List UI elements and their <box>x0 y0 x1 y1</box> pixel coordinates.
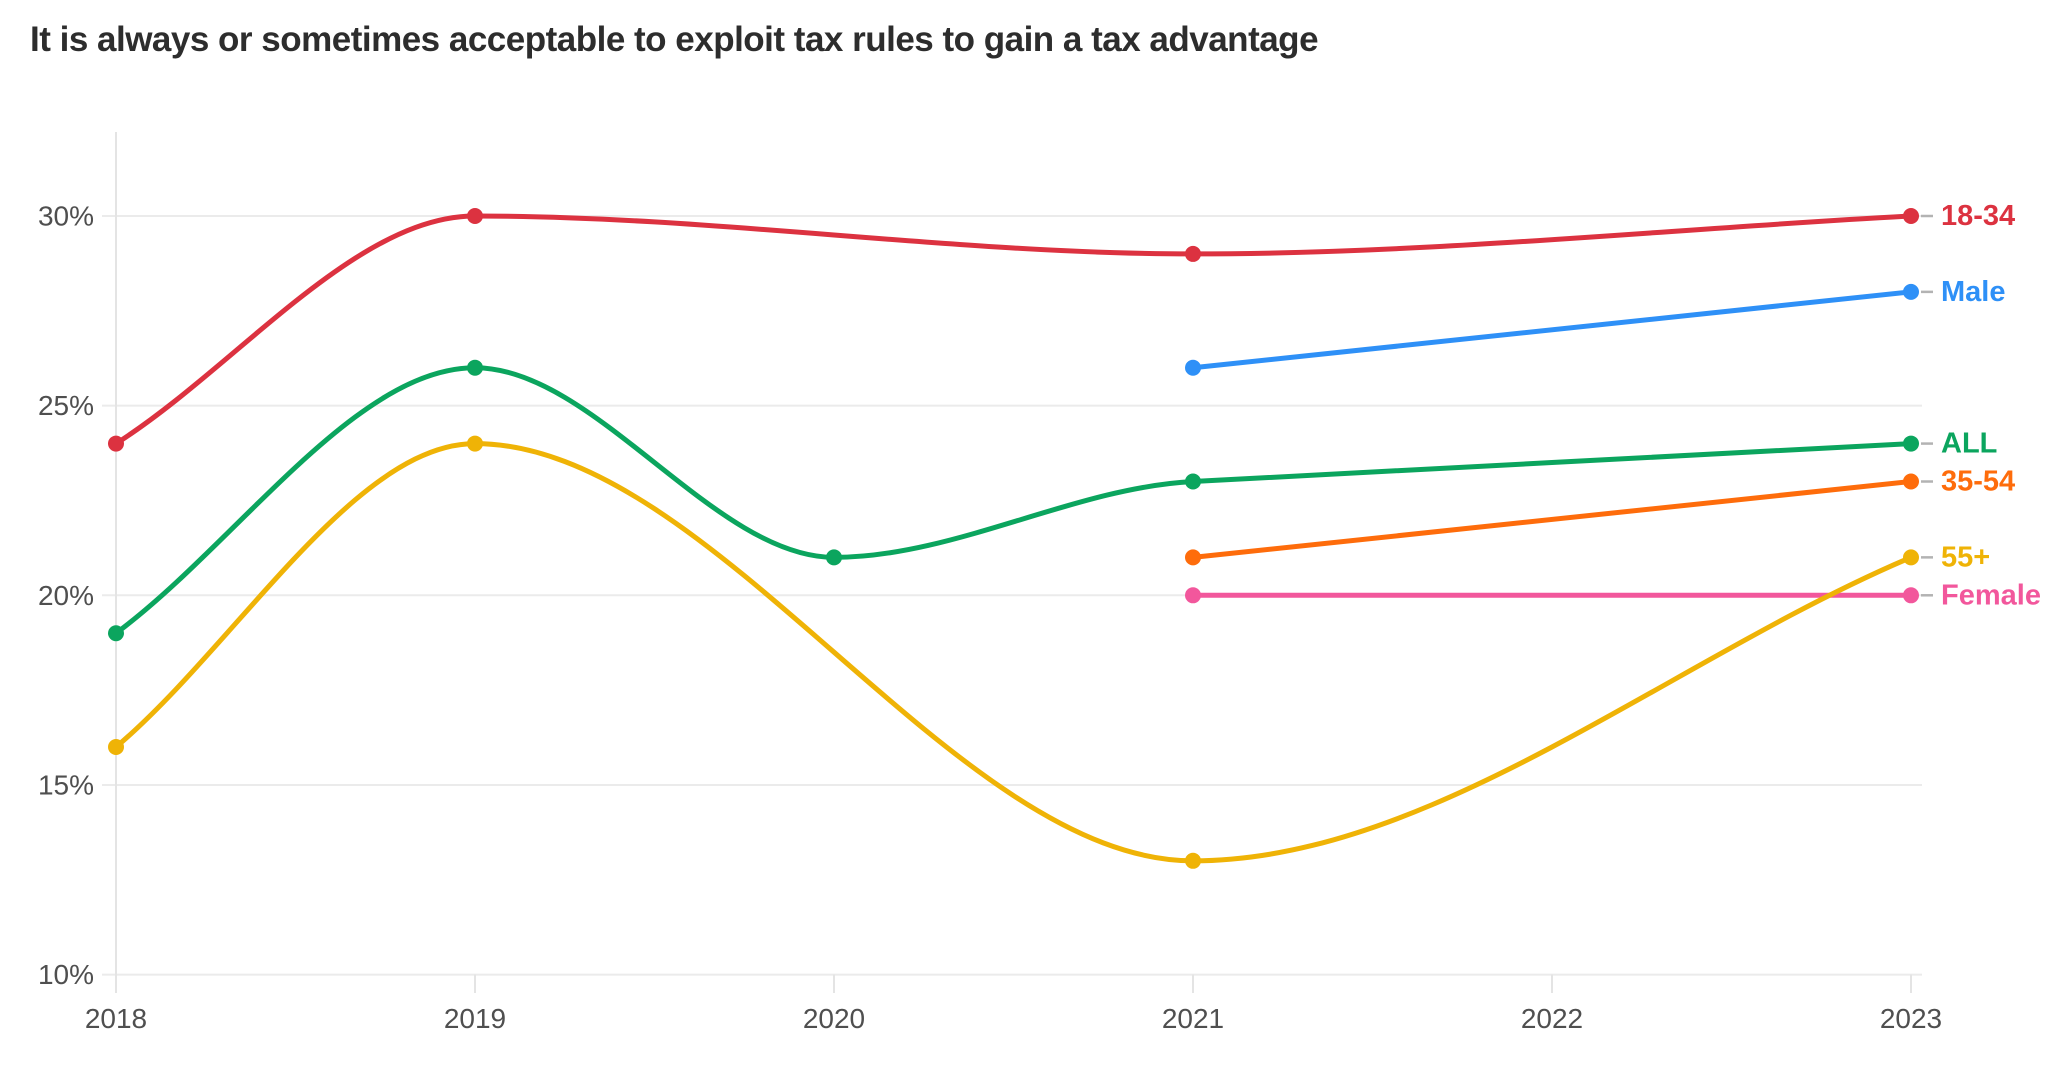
y-tick-label-15: 15% <box>38 769 94 800</box>
series-end-label-Female: Female <box>1941 579 2041 611</box>
x-tick-label-2020: 2020 <box>803 1003 865 1034</box>
data-point-55+-2018 <box>108 739 124 756</box>
x-tick-label-2018: 2018 <box>85 1003 147 1034</box>
y-tick-label-25: 25% <box>38 390 94 421</box>
series-end-label-ALL: ALL <box>1941 428 1997 460</box>
data-point-18-34-2018 <box>108 435 124 452</box>
chart-title: It is always or sometimes acceptable to … <box>30 20 1319 59</box>
series-end-label-18-34: 18-34 <box>1941 200 2015 232</box>
data-point-Male-2021 <box>1185 359 1201 376</box>
y-tick-label-30: 30% <box>38 201 94 232</box>
data-point-ALL-2020 <box>826 549 842 566</box>
series-end-label-55+: 55+ <box>1941 541 1990 573</box>
data-point-ALL-2023 <box>1903 435 1919 452</box>
y-tick-label-10: 10% <box>38 959 94 990</box>
data-point-55+-2023 <box>1903 549 1919 566</box>
series-line-Male <box>1190 289 1914 371</box>
data-point-18-34-2019 <box>467 208 483 224</box>
series-line-35-54 <box>1190 479 1914 560</box>
data-point-ALL-2018 <box>108 625 124 642</box>
series-Male: Male <box>1185 276 2005 376</box>
y-tick-label-20: 20% <box>38 580 94 611</box>
data-point-55+-2021 <box>1185 852 1201 869</box>
data-point-Male-2023 <box>1903 283 1919 300</box>
series-line-55+ <box>113 441 1914 864</box>
x-tick-label-2019: 2019 <box>444 1003 506 1034</box>
series-Female: Female <box>1185 579 2041 611</box>
x-tick-label-2023: 2023 <box>1880 1003 1942 1034</box>
series-line-18-34 <box>113 213 1914 447</box>
data-point-35-54-2023 <box>1903 473 1919 490</box>
series-35-54: 35-54 <box>1185 466 2015 566</box>
series-55+: 55+ <box>108 435 1990 869</box>
data-point-ALL-2019 <box>467 359 483 376</box>
data-point-Female-2021 <box>1185 587 1201 604</box>
data-point-18-34-2021 <box>1185 245 1201 262</box>
series-end-label-35-54: 35-54 <box>1941 466 2015 498</box>
series-ALL: ALL <box>108 359 1997 642</box>
data-point-Female-2023 <box>1903 587 1919 604</box>
data-point-18-34-2023 <box>1903 208 1919 224</box>
series-18-34: 18-34 <box>108 200 2015 452</box>
data-point-55+-2019 <box>467 435 483 452</box>
data-point-ALL-2021 <box>1185 473 1201 490</box>
x-tick-label-2021: 2021 <box>1162 1003 1224 1034</box>
series-line-ALL <box>113 365 1914 636</box>
series-end-label-Male: Male <box>1941 276 2005 308</box>
x-tick-label-2022: 2022 <box>1521 1003 1583 1034</box>
data-point-35-54-2021 <box>1185 549 1201 566</box>
